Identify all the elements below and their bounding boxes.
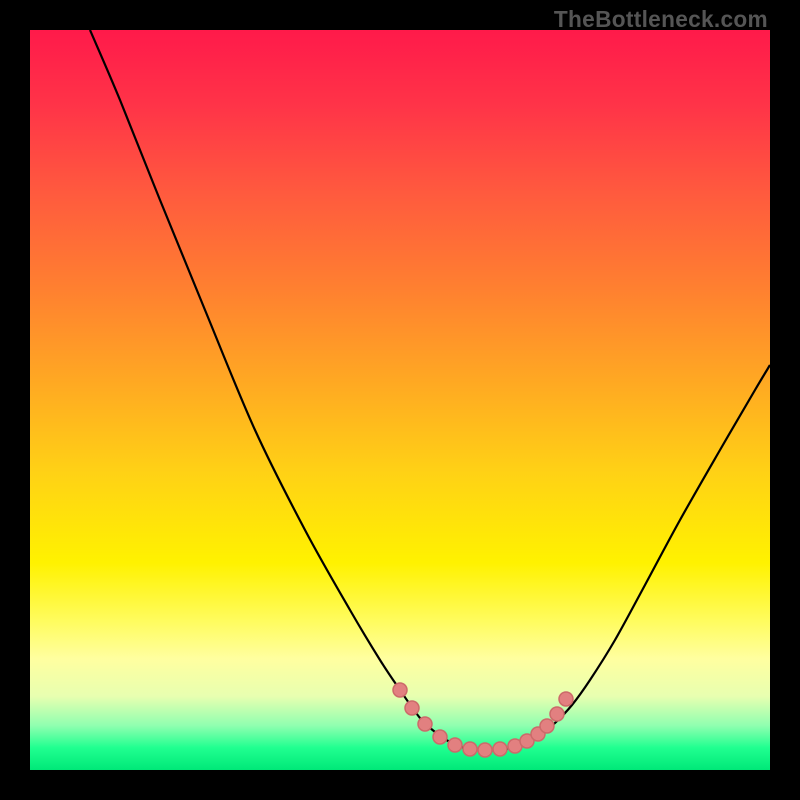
marker-point: [433, 730, 447, 744]
curve-markers: [393, 683, 573, 757]
marker-point: [550, 707, 564, 721]
marker-point: [418, 717, 432, 731]
marker-point: [478, 743, 492, 757]
marker-point: [405, 701, 419, 715]
marker-point: [448, 738, 462, 752]
marker-point: [559, 692, 573, 706]
marker-point: [540, 719, 554, 733]
chart-svg: [30, 30, 770, 770]
chart-frame: TheBottleneck.com: [0, 0, 800, 800]
marker-point: [463, 742, 477, 756]
bottleneck-curve: [90, 30, 770, 750]
marker-point: [493, 742, 507, 756]
watermark-text: TheBottleneck.com: [554, 6, 768, 33]
plot-area: [30, 30, 770, 770]
marker-point: [393, 683, 407, 697]
